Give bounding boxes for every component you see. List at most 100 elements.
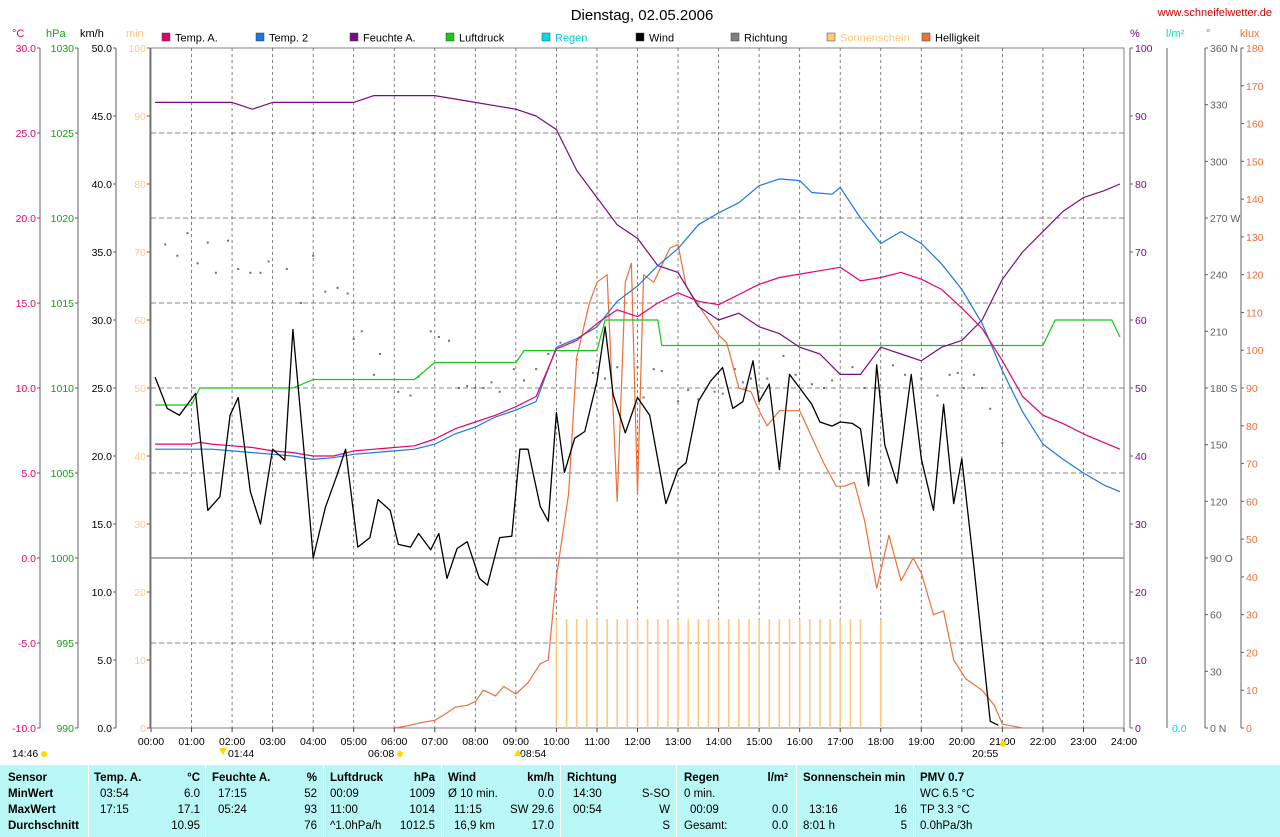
pressure-axis-label: 1005	[51, 468, 75, 480]
direction-dot	[766, 377, 769, 380]
stats-regen-total-label: Gesamt:	[684, 820, 728, 832]
stats-richtung-min: S-SO	[641, 788, 670, 800]
sun-axis-label: 100	[128, 43, 146, 55]
direction-dot	[1001, 441, 1004, 444]
direction-axis-label: 150	[1210, 440, 1228, 452]
direction-dot	[300, 302, 303, 304]
legend-label: Wind	[649, 33, 674, 45]
time-label: 14:00	[705, 736, 731, 748]
direction-dot	[559, 341, 562, 344]
time-label: 05:00	[341, 736, 367, 748]
humidity-axis-label: 80	[1135, 179, 1147, 191]
direction-dot	[214, 271, 217, 274]
direction-dot	[713, 390, 716, 393]
stats-regen-unit: l/m²	[767, 772, 788, 784]
brightness-axis-label: 170	[1246, 81, 1264, 93]
direction-dot	[604, 377, 607, 380]
direction-dot	[429, 330, 432, 333]
time-label: 06:00	[381, 736, 407, 748]
stats-luftdruck-max-time: 11:00	[330, 804, 358, 816]
site-link[interactable]: www.schneifelwetter.de	[1157, 7, 1272, 19]
stats-sonne-header: Sonnenschein min	[803, 772, 906, 784]
direction-axis-label: 240	[1210, 270, 1228, 282]
sunrise-label: 06:08	[368, 748, 394, 760]
direction-dot	[186, 232, 189, 235]
stats-wind-max-dir: SW	[510, 804, 529, 816]
stats-label-sensor: Sensor	[8, 772, 47, 784]
direction-dot	[733, 368, 736, 371]
time-label: 01:00	[178, 736, 204, 748]
time-label: 15:00	[746, 736, 772, 748]
temp-axis-label: -10.0	[12, 723, 36, 735]
direction-axis-label: 0 N	[1210, 723, 1226, 735]
legend-swatch	[921, 32, 931, 42]
stats-temp-max: 17.1	[177, 804, 200, 816]
direction-dot	[794, 373, 797, 376]
series-layer	[154, 94, 1121, 729]
direction-dot	[466, 385, 469, 388]
time-label: 12:00	[624, 736, 650, 748]
direction-dot	[875, 387, 878, 389]
stats-feuchte-max-time: 05:24	[218, 804, 247, 816]
direction-dot	[535, 368, 538, 371]
sun-marker-left	[41, 751, 47, 757]
chart-title: Dienstag, 02.05.2006	[571, 7, 714, 24]
wind-axis-label: 15.0	[92, 519, 113, 531]
unit-wind: km/h	[80, 28, 104, 40]
unit-humidity: %	[1130, 28, 1140, 40]
temp2-line	[155, 178, 1121, 493]
unit-rain: l/m²	[1166, 28, 1185, 40]
humidity-axis-label: 20	[1135, 587, 1147, 599]
direction-axis-label: 270 W	[1210, 213, 1240, 225]
direction-dot	[474, 387, 477, 389]
legend-swatch	[349, 32, 359, 42]
stats-richtung-min-time: 14:30	[573, 788, 602, 800]
humidity-axis-label: 90	[1135, 111, 1147, 123]
stats-regen-duration: 0 min.	[684, 788, 716, 800]
direction-dot	[750, 377, 753, 380]
temp-axis-label: 0.0	[21, 553, 36, 565]
wind-axis-label: 45.0	[92, 111, 113, 123]
temp-axis-label: -5.0	[18, 638, 36, 650]
sun-axis-label: 60	[134, 315, 146, 327]
direction-dot	[652, 368, 655, 371]
wind-line	[154, 326, 999, 726]
time-label: 17:00	[827, 736, 853, 748]
stats-wind-max: 29.6	[531, 804, 554, 816]
sun-axis-label: 30	[134, 519, 146, 531]
legend-label: Sonnenschein	[840, 33, 910, 45]
direction-dot	[458, 387, 461, 389]
stats-sonne-max: 16	[894, 804, 907, 816]
stats-regen-max-time: 00:09	[690, 804, 719, 816]
sunrise-icon	[397, 751, 403, 757]
plot-grid	[151, 48, 1124, 728]
direction-dot	[498, 390, 501, 393]
stats-pmv-pressure-trend: 0.0hPa/3h	[920, 820, 973, 832]
legend-swatch	[255, 32, 265, 42]
wind-axis-label: 0.0	[97, 723, 112, 735]
brightness-axis-label: 180	[1246, 43, 1264, 55]
direction-dot	[891, 364, 894, 367]
direction-dot	[660, 370, 663, 372]
direction-dot	[285, 268, 288, 270]
wind-axis-label: 40.0	[92, 179, 113, 191]
stats-feuchte-min-time: 17:15	[218, 788, 247, 800]
stats-feuchte-max: 93	[304, 804, 317, 816]
time-label: 00:00	[138, 736, 164, 748]
stats-sonne-max-time: 13:16	[809, 804, 838, 816]
sun-axis-label: 10	[134, 655, 146, 667]
stats-wind: Wind km/h Ø 10 min. 0.0 11:15 SW 29.6 16,9 k…	[448, 765, 554, 837]
stats-wind-distance: 16,9 km	[454, 820, 495, 832]
legend-label: Luftdruck	[459, 33, 505, 45]
legend-label: Helligkeit	[935, 33, 980, 45]
temp-axis-label: 5.0	[21, 468, 36, 480]
temp-a-line	[155, 266, 1121, 457]
legend-label: Temp. A.	[175, 33, 218, 45]
direction-dot	[956, 371, 959, 374]
time-label: 07:00	[422, 736, 448, 748]
sunset-label: 20:55	[972, 748, 998, 760]
time-label: 02:00	[219, 736, 245, 748]
wind-axis-label: 5.0	[97, 655, 112, 667]
stats-wind-avg10: 0.0	[538, 788, 554, 800]
